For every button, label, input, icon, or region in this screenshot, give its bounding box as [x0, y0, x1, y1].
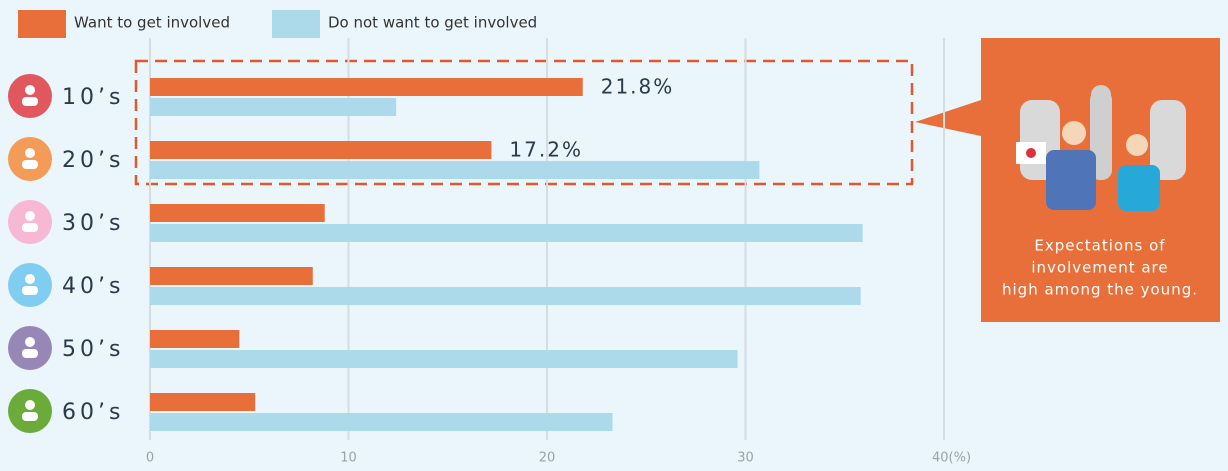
bar: [150, 267, 313, 285]
bar: [150, 350, 738, 368]
icon-head: [25, 148, 35, 158]
legend-label: Do not want to get involved: [328, 14, 537, 32]
callout-text: Expectations of: [1034, 237, 1165, 255]
bar: [150, 204, 325, 222]
category-label: 50’s: [62, 337, 124, 362]
category-label: 10’s: [62, 85, 124, 110]
icon-body: [22, 286, 38, 295]
category-icon: [8, 200, 52, 244]
callout-text: involvement are: [1031, 259, 1168, 277]
bar: [150, 161, 760, 179]
bar: [150, 413, 613, 431]
category-icon: [8, 389, 52, 433]
category-icon: [8, 137, 52, 181]
x-tick-label: 10: [340, 451, 357, 466]
category-icon: [8, 263, 52, 307]
bar: [150, 78, 583, 96]
callout-pointer: [915, 100, 981, 136]
icon-head: [25, 274, 35, 284]
category-label: 30’s: [62, 211, 124, 236]
legend-swatch: [18, 10, 66, 38]
x-tick-label: 40(%): [932, 451, 971, 466]
category-icon: [8, 74, 52, 118]
illustration: [1016, 85, 1186, 211]
icon-head: [25, 400, 35, 410]
bar: [150, 393, 256, 411]
bar: [150, 224, 863, 242]
icon-body: [22, 349, 38, 358]
icon-body: [22, 412, 38, 421]
icon-head: [25, 337, 35, 347]
x-tick-label: 30: [737, 451, 754, 466]
icon-body: [22, 160, 38, 169]
icon-head: [25, 211, 35, 221]
bar: [150, 287, 861, 305]
category-label: 40’s: [62, 274, 124, 299]
category-label: 60’s: [62, 400, 124, 425]
icon-body: [22, 223, 38, 232]
highlight-box: [134, 59, 914, 186]
legend-label: Want to get involved: [74, 14, 230, 32]
callout-text: high among the young.: [1002, 281, 1198, 299]
value-label: 17.2%: [509, 138, 583, 162]
bar: [150, 141, 492, 159]
value-label: 21.8%: [601, 75, 675, 99]
legend-swatch: [272, 10, 320, 38]
icon-head: [25, 85, 35, 95]
icon-body: [22, 97, 38, 106]
bar: [150, 330, 240, 348]
bar: [150, 98, 397, 116]
x-tick-label: 20: [539, 451, 556, 466]
category-label: 20’s: [62, 148, 124, 173]
x-tick-label: 0: [146, 451, 154, 466]
category-icon: [8, 326, 52, 370]
